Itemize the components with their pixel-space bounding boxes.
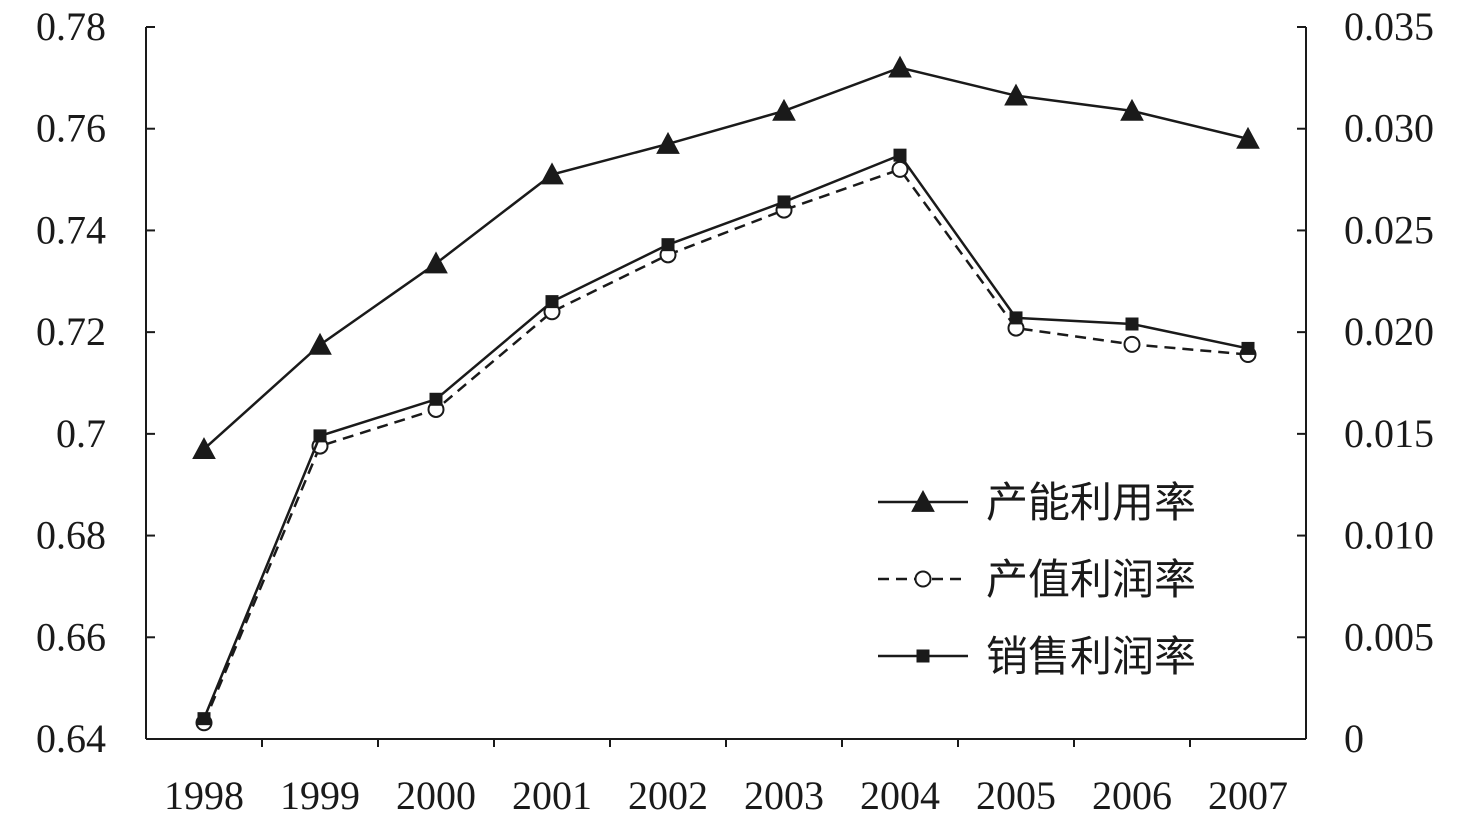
- series-3-point: [545, 295, 559, 309]
- series-1-point: [424, 251, 448, 274]
- left-y-tick-label: 0.74: [36, 207, 106, 252]
- left-y-tick-label: 0.7: [56, 411, 106, 456]
- x-tick-label: 2007: [1208, 773, 1288, 818]
- x-tick-label: 2006: [1092, 773, 1172, 818]
- left-y-tick-label: 0.68: [36, 513, 106, 558]
- left-y-tick-label: 0.72: [36, 309, 106, 354]
- left-y-tick-label: 0.76: [36, 106, 106, 151]
- right-y-tick-label: 0.010: [1344, 513, 1434, 558]
- left-y-tick-label: 0.78: [36, 4, 106, 49]
- series-3-point: [1241, 341, 1255, 355]
- left-y-tick-labels: 0.64 0.66 0.68 0.7 0.72 0.74 0.76 0.78: [36, 4, 106, 761]
- series-1-point: [888, 55, 912, 78]
- x-tick-labels: 1998 1999 2000 2001 2002 2003 2004 2005 2006 2007: [164, 773, 1288, 818]
- series-1-point: [540, 162, 564, 185]
- series-1-point: [656, 131, 680, 154]
- right-y-tick-label: 0.030: [1344, 106, 1434, 151]
- legend-marker-2: [914, 570, 932, 588]
- x-tick-label: 1999: [280, 773, 360, 818]
- series-3-point: [313, 429, 327, 443]
- series-3-point: [893, 148, 907, 162]
- legend-label-3: 销售利润率: [986, 632, 1196, 681]
- series-3-point: [661, 238, 675, 252]
- right-y-tick-label: 0.020: [1344, 309, 1434, 354]
- left-y-tick-label: 0.64: [36, 716, 106, 761]
- x-tick-label: 2000: [396, 773, 476, 818]
- plot-axes: [145, 26, 1307, 747]
- right-y-tick-label: 0.015: [1344, 411, 1434, 456]
- legend-label-1: 产能利用率: [986, 478, 1196, 527]
- right-y-tick-label: 0.005: [1344, 614, 1434, 659]
- series-1-point: [1236, 126, 1260, 149]
- x-tick-label: 1998: [164, 773, 244, 818]
- legend-label-2: 产值利润率: [986, 555, 1196, 604]
- series-3-point: [1125, 317, 1139, 331]
- series-3-point: [197, 712, 211, 726]
- right-y-tick-labels: 0 0.005 0.010 0.015 0.020 0.025 0.030 0.035: [1344, 4, 1434, 761]
- right-y-tick-label: 0.035: [1344, 4, 1434, 49]
- x-tick-label: 2004: [860, 773, 940, 818]
- right-y-tick-label: 0.025: [1344, 207, 1434, 252]
- series-3-point: [777, 195, 791, 209]
- x-tick-label: 2002: [628, 773, 708, 818]
- x-tick-label: 2005: [976, 773, 1056, 818]
- legend-marker-1: [911, 489, 935, 512]
- series-1-point: [772, 98, 796, 121]
- series-line-2: [202, 167, 1249, 724]
- series-1-point: [1004, 83, 1028, 106]
- right-y-tick-label: 0: [1344, 716, 1364, 761]
- series-3-point: [429, 392, 443, 406]
- series-line-3: [202, 153, 1249, 720]
- x-tick-label: 2003: [744, 773, 824, 818]
- series-1-point: [1120, 98, 1144, 121]
- series-1-point: [308, 332, 332, 355]
- series-2-point: [1123, 335, 1141, 353]
- series-1-point: [192, 437, 216, 459]
- series-3-point: [1009, 311, 1023, 325]
- x-tick-label: 2001: [512, 773, 592, 818]
- series-lines: [192, 55, 1260, 732]
- legend-marker-3: [916, 649, 930, 663]
- left-y-tick-label: 0.66: [36, 614, 106, 659]
- series-line-1: [203, 66, 1249, 451]
- series-2-point: [891, 160, 909, 178]
